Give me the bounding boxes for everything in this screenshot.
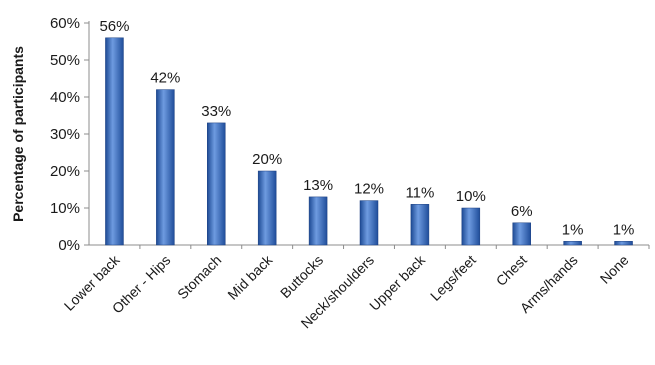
x-tick-label: Legs/feet xyxy=(427,252,479,304)
y-tick-label: 60% xyxy=(50,15,80,32)
x-tick-label: Stomach xyxy=(174,252,224,302)
y-tick-label: 10% xyxy=(50,200,80,217)
x-tick-label: None xyxy=(597,252,632,287)
data-label: 12% xyxy=(354,181,384,198)
x-tick-label: Upper back xyxy=(366,251,429,314)
bars xyxy=(105,37,633,246)
y-tick-label: 50% xyxy=(50,52,80,69)
bar xyxy=(614,241,633,246)
y-tick-label: 0% xyxy=(58,237,80,254)
bar xyxy=(461,207,481,246)
data-label: 13% xyxy=(303,177,333,194)
data-labels: 56% 42% 33% 20% 13% 12% 11% 10% 6% 1% 1% xyxy=(99,18,634,239)
y-axis-label: Percentage of participants xyxy=(10,46,26,222)
bar xyxy=(359,200,379,246)
data-label: 1% xyxy=(613,221,635,238)
data-label: 10% xyxy=(456,188,486,205)
bar xyxy=(207,122,226,246)
x-tick-label: Chest xyxy=(493,252,530,289)
bar xyxy=(512,222,531,246)
data-label: 42% xyxy=(150,70,180,87)
bar xyxy=(105,37,124,246)
data-label: 56% xyxy=(99,18,129,35)
y-tick-label: 20% xyxy=(50,163,80,180)
bar xyxy=(410,204,430,246)
x-tick-label: Buttocks xyxy=(277,252,326,301)
data-label: 1% xyxy=(562,221,584,238)
data-label: 6% xyxy=(511,203,533,220)
data-label: 11% xyxy=(405,184,434,201)
axes: 0% 10% 20% 30% 40% 50% 60% xyxy=(50,15,650,254)
bar xyxy=(563,241,582,246)
y-tick-label: 30% xyxy=(50,126,80,143)
data-label: 20% xyxy=(252,151,282,168)
bar xyxy=(257,170,277,246)
y-tick-label: 40% xyxy=(50,89,80,106)
x-tick-label: Mid back xyxy=(224,251,276,303)
data-label: 33% xyxy=(201,103,231,120)
bar xyxy=(156,89,175,246)
bar xyxy=(308,196,328,246)
